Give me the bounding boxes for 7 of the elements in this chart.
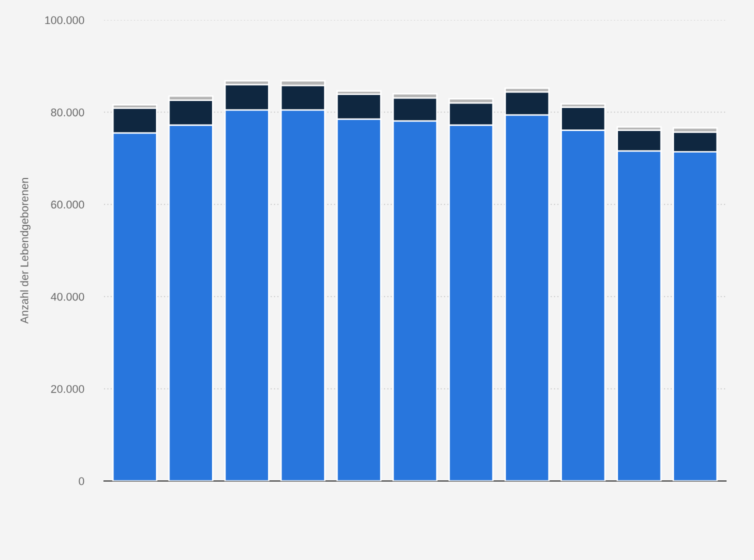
y-tick-label: 20.000 — [51, 385, 84, 393]
y-axis-title: Anzahl der Lebendgeborenen — [20, 178, 31, 324]
y-tick-label: 0 — [78, 477, 84, 486]
y-tick-label: 40.000 — [50, 292, 84, 301]
y-tick-label: 100.000 — [45, 16, 84, 24]
y-tick-label: 80.000 — [51, 108, 84, 116]
y-tick-label: 60.000 — [51, 200, 84, 209]
